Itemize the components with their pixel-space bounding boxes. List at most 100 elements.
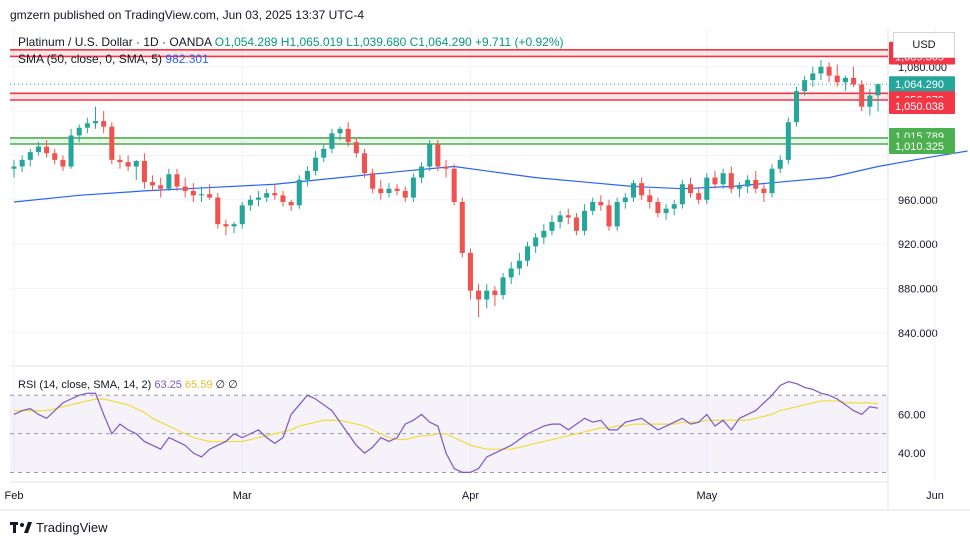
candle[interactable]: [696, 188, 702, 205]
candle[interactable]: [622, 193, 628, 209]
candle[interactable]: [679, 179, 685, 209]
candle[interactable]: [606, 199, 612, 231]
candle[interactable]: [207, 184, 213, 200]
candle[interactable]: [35, 142, 41, 156]
candle[interactable]: [11, 159, 17, 178]
candle[interactable]: [288, 199, 294, 211]
candle[interactable]: [158, 177, 164, 198]
candle[interactable]: [223, 219, 229, 236]
candle[interactable]: [753, 170, 759, 194]
candle[interactable]: [565, 208, 571, 225]
candle[interactable]: [484, 283, 490, 309]
candle[interactable]: [101, 111, 107, 134]
candle[interactable]: [785, 117, 791, 165]
candle[interactable]: [117, 155, 123, 169]
sma-label[interactable]: SMA (50, close, 0, SMA, 5): [18, 52, 163, 66]
candle[interactable]: [728, 166, 734, 194]
candle[interactable]: [125, 155, 131, 171]
candle[interactable]: [345, 122, 351, 147]
candle[interactable]: [133, 159, 139, 180]
candle[interactable]: [386, 183, 392, 198]
candle[interactable]: [451, 164, 457, 206]
candle[interactable]: [84, 117, 90, 134]
candle[interactable]: [533, 233, 539, 253]
candle[interactable]: [76, 124, 82, 143]
candle[interactable]: [492, 286, 498, 307]
candle[interactable]: [60, 155, 66, 171]
candle[interactable]: [247, 195, 253, 211]
candle[interactable]: [704, 173, 710, 205]
symbol-label[interactable]: Platinum / U.S. Dollar · 1D · OANDA: [18, 35, 212, 49]
candle[interactable]: [353, 137, 359, 158]
candle[interactable]: [573, 213, 579, 236]
candle[interactable]: [190, 183, 196, 202]
candle[interactable]: [256, 190, 262, 207]
candle[interactable]: [769, 164, 775, 198]
footer-brand[interactable]: TradingView: [36, 520, 108, 535]
candle[interactable]: [802, 75, 808, 96]
candle[interactable]: [867, 88, 873, 116]
candle[interactable]: [150, 175, 156, 191]
candle[interactable]: [410, 173, 416, 202]
candle[interactable]: [419, 162, 425, 184]
candle[interactable]: [541, 224, 547, 245]
candle[interactable]: [304, 166, 310, 187]
candle[interactable]: [427, 139, 433, 171]
candle[interactable]: [859, 80, 865, 112]
candle[interactable]: [280, 190, 286, 207]
candle[interactable]: [639, 177, 645, 200]
candle[interactable]: [459, 197, 465, 258]
candle[interactable]: [435, 139, 441, 171]
candle[interactable]: [671, 199, 677, 216]
candle[interactable]: [394, 184, 400, 196]
candle[interactable]: [476, 283, 482, 318]
candle[interactable]: [337, 126, 343, 140]
candle[interactable]: [720, 168, 726, 189]
candle[interactable]: [361, 148, 368, 178]
candle[interactable]: [842, 75, 848, 92]
candle[interactable]: [647, 188, 653, 209]
candle[interactable]: [402, 186, 408, 202]
candle[interactable]: [198, 186, 204, 202]
candle[interactable]: [166, 168, 172, 191]
candle[interactable]: [655, 197, 661, 218]
candle[interactable]: [516, 252, 522, 276]
candle[interactable]: [68, 128, 74, 169]
rsi-label[interactable]: RSI (14, close, SMA, 14, 2): [18, 379, 152, 391]
candle[interactable]: [826, 62, 832, 83]
candle[interactable]: [834, 64, 840, 87]
candle[interactable]: [264, 188, 270, 202]
candle[interactable]: [296, 175, 302, 209]
candle[interactable]: [52, 148, 58, 165]
candle[interactable]: [598, 195, 604, 211]
candle[interactable]: [736, 182, 742, 198]
candle[interactable]: [712, 170, 718, 189]
candle[interactable]: [524, 241, 531, 267]
candle[interactable]: [851, 66, 857, 87]
candle[interactable]: [508, 261, 514, 284]
candle[interactable]: [761, 184, 767, 202]
candle[interactable]: [582, 204, 588, 236]
candle[interactable]: [688, 177, 694, 198]
candle[interactable]: [875, 83, 881, 112]
candle[interactable]: [614, 197, 620, 231]
candle[interactable]: [174, 168, 180, 191]
candle[interactable]: [321, 144, 327, 163]
candle[interactable]: [182, 177, 188, 198]
candle[interactable]: [793, 86, 800, 127]
candle[interactable]: [329, 128, 335, 154]
candle[interactable]: [231, 221, 237, 234]
candle[interactable]: [590, 197, 596, 216]
candle[interactable]: [467, 248, 473, 300]
candle[interactable]: [44, 139, 50, 158]
candle[interactable]: [370, 168, 376, 194]
candle[interactable]: [500, 272, 506, 300]
currency-button[interactable]: USD: [893, 32, 955, 58]
candle[interactable]: [109, 122, 115, 165]
candle[interactable]: [810, 66, 816, 87]
candle[interactable]: [549, 215, 555, 236]
candle[interactable]: [630, 179, 636, 202]
candle[interactable]: [27, 148, 33, 167]
candle[interactable]: [443, 159, 449, 178]
